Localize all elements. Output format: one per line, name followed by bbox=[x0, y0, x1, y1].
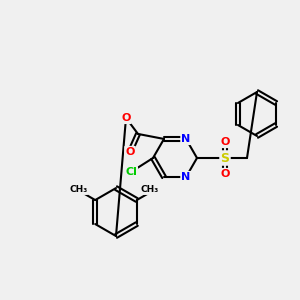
Text: O: O bbox=[220, 137, 230, 147]
Text: CH₃: CH₃ bbox=[141, 185, 159, 194]
Text: S: S bbox=[220, 152, 230, 164]
Text: O: O bbox=[220, 169, 230, 179]
Text: O: O bbox=[125, 147, 135, 157]
Text: CH₃: CH₃ bbox=[69, 185, 87, 194]
Text: N: N bbox=[182, 134, 190, 144]
Text: N: N bbox=[182, 172, 190, 182]
Text: Cl: Cl bbox=[125, 167, 137, 177]
Text: O: O bbox=[121, 113, 131, 123]
